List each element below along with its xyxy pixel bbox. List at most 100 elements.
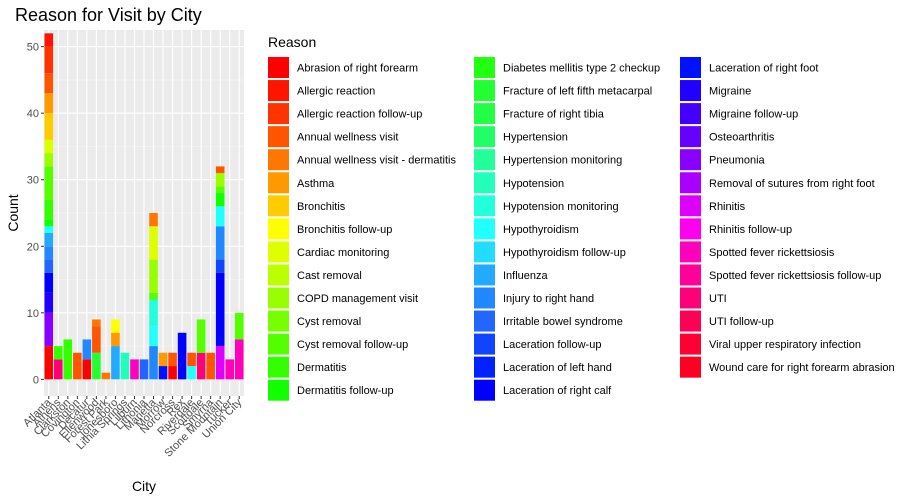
legend-label: Annual wellness visit: [297, 132, 399, 144]
bar-segment: [111, 346, 120, 380]
legend-label: Hypothyroidism: [503, 224, 579, 236]
bar-segment: [44, 219, 54, 227]
x-axis-ticks: AtlantaAthensClarkstonCovingtonDecaturEl…: [21, 396, 245, 460]
legend-label: Bronchitis: [297, 201, 346, 213]
legend-label: Cyst removal follow-up: [297, 339, 408, 351]
legend-label: Removal of sutures from right foot: [709, 178, 875, 190]
bar-segment: [130, 359, 139, 380]
legend-label: Spotted fever rickettsiosis: [709, 247, 835, 259]
legend-swatch: [268, 218, 289, 240]
legend-label: Fracture of right tibia: [503, 109, 605, 121]
bar-segment: [101, 372, 111, 380]
legend-label: Viral upper respiratory infection: [709, 339, 861, 351]
legend-swatch: [268, 57, 289, 78]
bar-segment: [215, 346, 225, 380]
legend-swatch: [474, 195, 495, 217]
legend-label: Osteoarthritis: [709, 132, 775, 144]
bar-segment: [158, 366, 168, 380]
legend-label: Laceration follow-up: [503, 339, 601, 351]
legend-label: Injury to right hand: [503, 293, 594, 305]
legend-swatch: [680, 126, 701, 148]
bar-segment: [82, 339, 92, 360]
legend-swatch: [268, 356, 289, 378]
legend-swatch: [474, 379, 495, 401]
stacked-bars: [44, 33, 244, 380]
legend-swatch: [474, 333, 495, 355]
bar-segment: [44, 93, 54, 114]
bar-segment: [82, 359, 92, 380]
legend-label: Asthma: [297, 178, 335, 190]
legend-label: Hypertension monitoring: [503, 155, 622, 167]
legend-label: Spotted fever rickettsiosis follow-up: [709, 270, 881, 282]
legend-label: Dermatitis: [297, 362, 347, 374]
y-axis-ticks: 0 10 20 30 40 50: [27, 42, 44, 386]
bar-segment: [92, 352, 101, 380]
bar-segment: [92, 319, 101, 327]
legend-swatch: [474, 287, 495, 309]
bar-segment: [54, 359, 63, 380]
bar-segment: [111, 332, 120, 347]
bar-segment: [44, 113, 54, 140]
legend-swatch: [268, 149, 289, 171]
bar-segment: [234, 312, 244, 340]
legend-swatch: [268, 172, 289, 194]
bar-segment: [120, 352, 130, 380]
legend-swatch: [268, 241, 289, 263]
legend-label: Influenza: [503, 270, 549, 282]
legend-swatch: [680, 218, 701, 240]
legend-label: UTI: [709, 293, 727, 305]
bar-segment: [111, 319, 120, 333]
legend-label: Diabetes mellitis type 2 checkup: [503, 63, 660, 75]
legend-swatch: [680, 333, 701, 355]
bar-segment: [44, 346, 54, 380]
bar-segment: [168, 366, 177, 380]
bar-segment: [234, 339, 244, 380]
bar-segment: [187, 366, 196, 380]
y-axis-title: Count: [5, 194, 21, 231]
legend-swatch: [474, 310, 495, 332]
bar-segment: [215, 173, 225, 187]
legend-title: Reason: [268, 34, 316, 50]
legend-label: Laceration of right calf: [503, 385, 612, 397]
legend-label: Allergic reaction follow-up: [297, 109, 422, 121]
legend-swatch: [474, 103, 495, 125]
bar-segment: [54, 346, 63, 360]
bar-segment: [44, 312, 54, 347]
legend-swatch: [680, 57, 701, 78]
legend-label: UTI follow-up: [709, 316, 774, 328]
legend-label: Laceration of right foot: [709, 63, 818, 75]
bar-segment: [44, 139, 54, 154]
legend-swatch: [268, 126, 289, 148]
bar-segment: [215, 226, 225, 260]
bar-segment: [149, 326, 158, 347]
legend-label: Allergic reaction: [297, 86, 375, 98]
legend-swatch: [268, 264, 289, 286]
legend-label: Dermatitis follow-up: [297, 385, 394, 397]
bar-segment: [168, 352, 177, 367]
bar-segment: [149, 299, 158, 327]
bar-segment: [215, 206, 225, 227]
y-tick-label: 10: [27, 308, 39, 320]
bar-segment: [44, 292, 54, 313]
bar-segment: [225, 359, 234, 380]
bar-segment: [187, 352, 196, 367]
legend-label: Cast removal: [297, 270, 362, 282]
bar-segment: [44, 73, 54, 94]
chart-title: Reason for Visit by City: [15, 5, 202, 25]
y-tick-label: 40: [27, 108, 39, 120]
y-tick-label: 20: [27, 241, 39, 253]
bar-segment: [215, 186, 225, 194]
legend-label: Hypertension: [503, 132, 568, 144]
legend-swatch: [680, 264, 701, 286]
bar-segment: [44, 226, 54, 233]
bar-segment: [44, 46, 54, 74]
bar-segment: [206, 352, 215, 380]
legend-label: Migraine: [709, 86, 751, 98]
y-tick-label: 30: [27, 175, 39, 187]
bar-segment: [92, 326, 101, 353]
legend-label: Fracture of left fifth metacarpal: [503, 86, 652, 98]
legend-label: COPD management visit: [297, 293, 418, 305]
bar-segment: [44, 259, 54, 273]
legend-swatch: [268, 103, 289, 125]
